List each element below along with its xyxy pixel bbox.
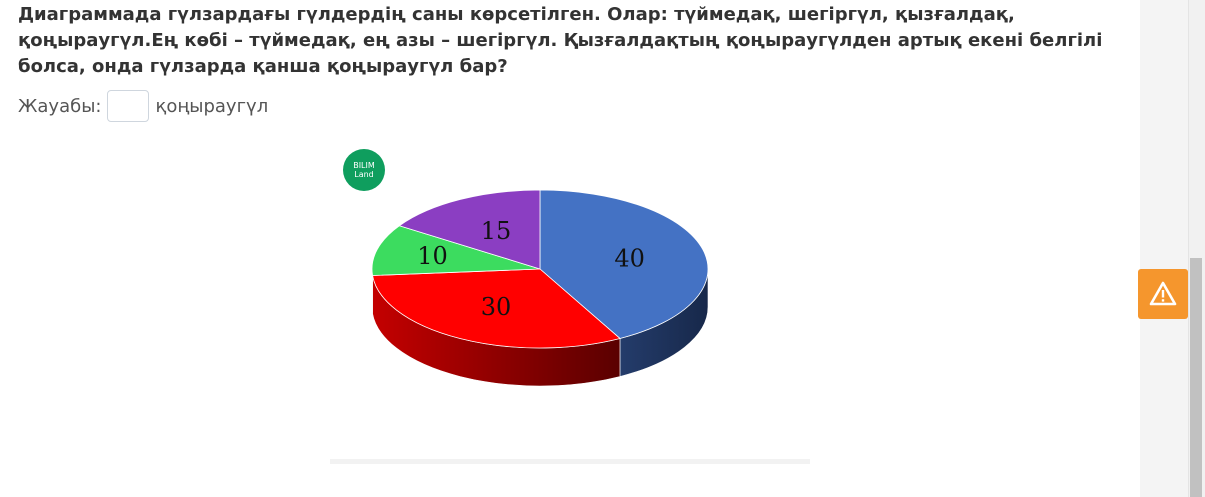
bilimland-logo: BILIM Land — [343, 149, 385, 191]
answer-input[interactable] — [107, 90, 150, 122]
warning-button[interactable] — [1138, 269, 1188, 319]
warning-triangle-icon — [1149, 281, 1177, 306]
answer-row: Жауабы: қоңыраугүл — [18, 89, 268, 123]
scrollbar-thumb[interactable] — [1190, 258, 1202, 497]
task-area: Диаграммада гүлзардағы гүлдердің саны кө… — [18, 4, 1103, 464]
pie-data-label: 10 — [417, 242, 448, 270]
logo-line-1: BILIM — [353, 161, 375, 170]
pie-slice-10 — [371, 225, 541, 276]
question-text: Диаграммада гүлзардағы гүлдердің саны кө… — [18, 4, 1103, 77]
pie-data-label: 30 — [481, 293, 512, 321]
answer-unit: қоңыраугүл — [155, 95, 269, 117]
answer-label: Жауабы: — [18, 95, 102, 117]
pie-slice-40 — [539, 190, 709, 339]
logo-line-2: Land — [354, 170, 374, 179]
pie-data-label: 40 — [614, 244, 645, 272]
pie-slice-15 — [398, 190, 541, 270]
chart-baseline — [330, 459, 810, 464]
pie-chart: 40 30 10 15 — [371, 190, 709, 387]
pie-slice-30 — [372, 268, 621, 349]
pie-data-label: 15 — [481, 217, 512, 245]
